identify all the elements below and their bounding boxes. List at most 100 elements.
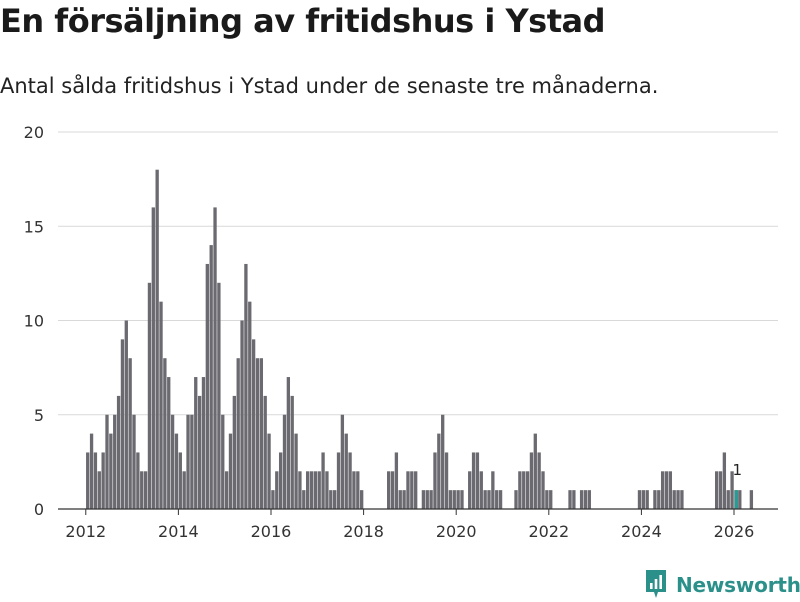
- x-axis: 2012 2014 2016 2018 2020 2022 2024 2026: [58, 508, 778, 541]
- bar: [514, 490, 518, 509]
- bar-chart: 0 5 10 15 20 2012 2014 2016 2018 2020 2022 2024 202…: [24, 123, 778, 541]
- bar: [302, 490, 306, 509]
- bar: [522, 471, 526, 509]
- bar: [637, 490, 642, 509]
- x-tick-label: 2022: [528, 522, 569, 541]
- bar: [483, 490, 487, 509]
- bar: [398, 490, 402, 509]
- bar: [668, 471, 673, 509]
- bar: [518, 471, 522, 509]
- bar: [124, 320, 128, 509]
- bar: [89, 433, 94, 509]
- bar: [209, 245, 213, 509]
- bar: [267, 433, 271, 509]
- bar: [278, 452, 283, 509]
- bar: [313, 471, 318, 509]
- bar: [390, 471, 395, 509]
- bar: [143, 471, 148, 509]
- bar: [132, 414, 136, 509]
- bar: [645, 490, 649, 509]
- data-label-latest: 1: [733, 461, 743, 479]
- bar: [433, 452, 437, 509]
- bar: [452, 490, 456, 509]
- bar: [468, 471, 472, 509]
- bar: [352, 471, 356, 509]
- bar: [676, 490, 680, 509]
- bar: [657, 490, 661, 509]
- bar: [290, 395, 294, 509]
- bar: [116, 395, 121, 509]
- bars: [86, 169, 754, 509]
- bar: [236, 358, 240, 509]
- bar: [259, 358, 264, 509]
- bar: [568, 490, 572, 509]
- bar: [309, 471, 314, 509]
- bar: [360, 490, 364, 509]
- bar: [680, 490, 684, 509]
- bar: [533, 433, 537, 509]
- bar: [402, 490, 406, 509]
- bar: [410, 471, 414, 509]
- x-tick-label: 2026: [714, 522, 755, 541]
- bar: [275, 471, 279, 509]
- gridlines: [58, 131, 778, 416]
- bar: [140, 471, 144, 509]
- bar: [545, 490, 549, 509]
- bar: [487, 490, 491, 509]
- bar: [718, 471, 723, 509]
- bar: [325, 471, 329, 509]
- bar: [475, 452, 480, 509]
- bar: [641, 490, 645, 509]
- chart-title: En försäljning av fritidshus i Ystad: [0, 2, 605, 40]
- bar: [298, 471, 302, 509]
- bar: [387, 471, 391, 509]
- bar: [213, 207, 217, 509]
- brand[interactable]: Newsworthy: [644, 568, 800, 602]
- bar: [128, 358, 132, 509]
- bar: [672, 490, 676, 509]
- bar: [217, 282, 221, 509]
- bar: [159, 301, 163, 509]
- bar: [271, 490, 275, 509]
- bar: [105, 414, 109, 509]
- y-tick-label: 10: [24, 312, 44, 331]
- bar: [491, 471, 495, 509]
- bar: [495, 490, 499, 509]
- bar: [356, 471, 360, 509]
- bar: [730, 471, 734, 509]
- bar: [444, 452, 449, 509]
- bar: [174, 433, 179, 509]
- bar: [456, 490, 460, 509]
- bar: [224, 471, 229, 509]
- y-axis-ticks: 0 5 10 15 20: [24, 123, 44, 519]
- brand-name: Newsworthy: [676, 573, 800, 597]
- bar: [429, 490, 433, 509]
- bar: [437, 433, 441, 509]
- bar: [421, 490, 426, 509]
- bar: [541, 471, 545, 509]
- bar: [738, 490, 742, 509]
- bar: [113, 414, 117, 509]
- bar: [182, 471, 186, 509]
- y-tick-label: 20: [24, 123, 44, 142]
- bar: [726, 490, 730, 509]
- bar: [529, 452, 534, 509]
- bar: [498, 490, 503, 509]
- bar: [286, 377, 291, 509]
- bar: [190, 414, 194, 509]
- bar: [344, 433, 348, 509]
- bar: [282, 414, 287, 509]
- bar: [329, 490, 333, 509]
- bar: [749, 490, 754, 509]
- bar: [583, 490, 588, 509]
- bar: [340, 414, 345, 509]
- x-tick-label: 2024: [621, 522, 662, 541]
- bar: [414, 471, 418, 509]
- bar: [194, 377, 198, 509]
- bar: [336, 452, 341, 509]
- data-labels: 1: [733, 461, 743, 479]
- bar: [251, 339, 256, 509]
- bar: [525, 471, 530, 509]
- bar: [425, 490, 429, 509]
- bar: [151, 207, 155, 509]
